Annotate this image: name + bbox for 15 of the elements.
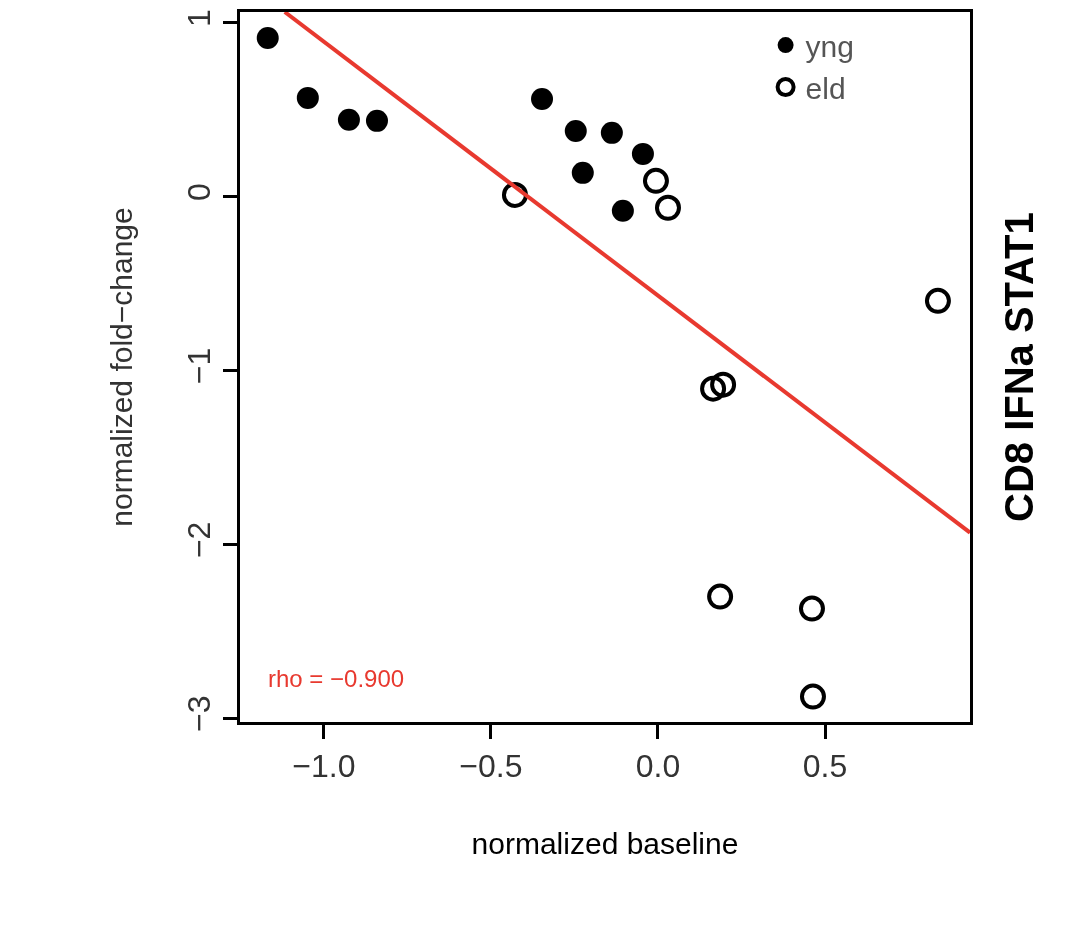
x-tick-label: 0.5 bbox=[802, 748, 848, 785]
text: CD8 IFNa STAT1 bbox=[997, 212, 1041, 522]
annotation: rho = −0.900 bbox=[268, 665, 405, 692]
y-tick-label: 0 bbox=[181, 183, 218, 201]
y-tick-label: −3 bbox=[181, 695, 218, 732]
x-axis-title: normalized baseline bbox=[471, 826, 739, 860]
y-tick-label: −2 bbox=[181, 521, 218, 559]
legend-label: yng bbox=[805, 29, 854, 63]
x-tick-label: 0.0 bbox=[635, 748, 681, 785]
y-tick-label: −1 bbox=[181, 347, 218, 385]
y-tick-label: 1 bbox=[181, 9, 218, 28]
x-tick-label: −0.5 bbox=[459, 748, 523, 785]
legend-label: eld bbox=[805, 71, 846, 105]
x-tick-label: −1.0 bbox=[292, 748, 356, 785]
y-axis-title: normalized fold−change bbox=[105, 207, 139, 527]
